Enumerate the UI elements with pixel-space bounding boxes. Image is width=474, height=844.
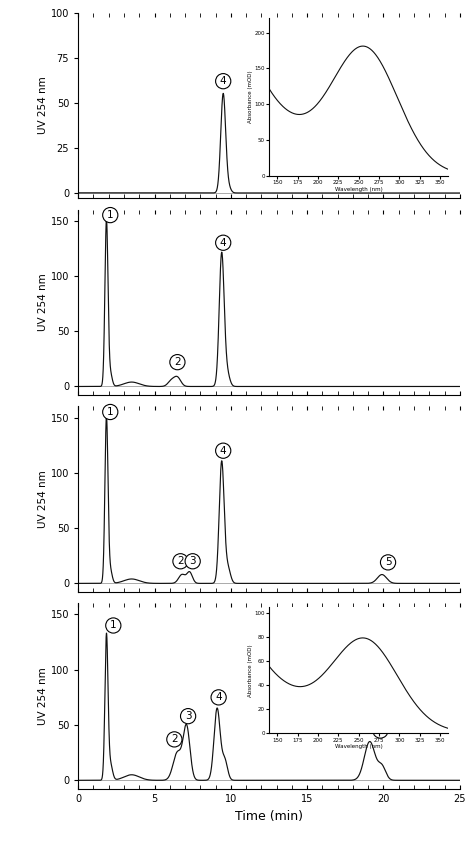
Text: 2: 2 [177,556,184,566]
Y-axis label: UV 254 nm: UV 254 nm [38,273,48,332]
Text: 4: 4 [215,692,222,702]
Y-axis label: UV 254 nm: UV 254 nm [38,668,48,725]
Text: 2: 2 [171,734,178,744]
Y-axis label: UV 254 nm: UV 254 nm [38,470,48,528]
Text: 4: 4 [220,446,227,456]
Text: 5: 5 [377,726,384,735]
Text: 3: 3 [190,556,196,566]
Text: 1: 1 [107,407,114,417]
X-axis label: Time (min): Time (min) [235,809,303,823]
Text: 2: 2 [174,357,181,367]
Text: 1: 1 [110,620,117,630]
Y-axis label: UV 254 nm: UV 254 nm [38,77,48,134]
Text: 5: 5 [385,557,392,567]
Text: 1: 1 [107,210,114,220]
Text: 4: 4 [220,238,227,248]
Text: 3: 3 [185,711,191,721]
Text: 4: 4 [220,76,227,86]
